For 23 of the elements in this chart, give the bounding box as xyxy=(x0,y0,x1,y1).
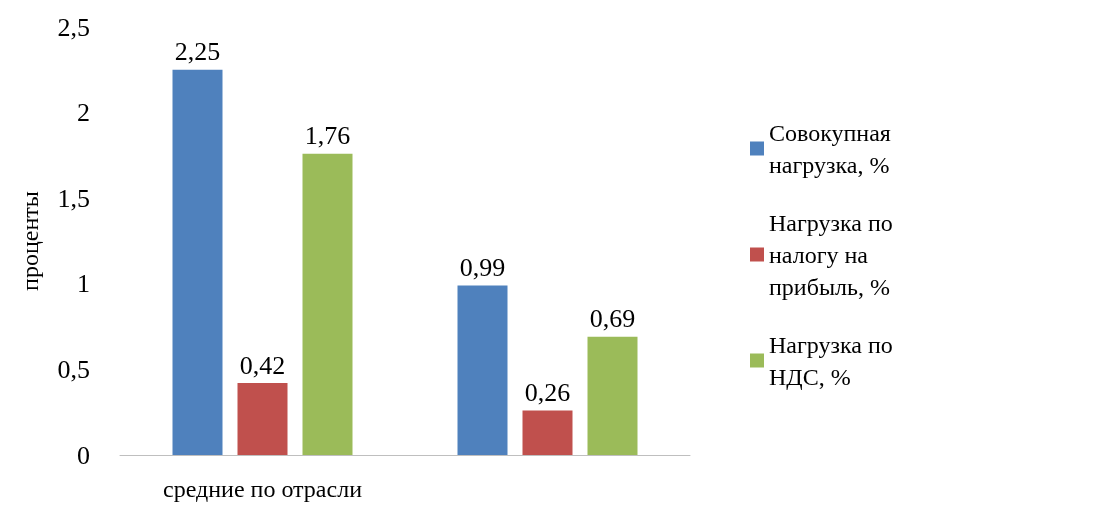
y-axis-title: проценты xyxy=(17,191,43,291)
y-tick-label: 1,5 xyxy=(57,183,90,213)
data-label: 0,26 xyxy=(524,377,571,407)
data-label: 1,76 xyxy=(304,121,351,151)
y-tick-label: 1 xyxy=(77,269,90,299)
y-tick-label: 2,5 xyxy=(57,12,90,42)
y-tick-label: 0,5 xyxy=(57,354,90,384)
bar xyxy=(522,410,573,455)
bar xyxy=(172,69,223,455)
y-tick-label: 2 xyxy=(77,98,90,128)
data-label: 0,42 xyxy=(239,350,286,380)
y-tick-label: 0 xyxy=(77,440,90,470)
bar xyxy=(302,153,353,455)
x-tick-label: средние по отрасли xyxy=(163,476,363,502)
bar xyxy=(237,383,288,455)
data-label: 0,69 xyxy=(589,304,636,334)
data-label: 2,25 xyxy=(174,37,221,67)
data-label: 0,99 xyxy=(459,253,506,283)
bar xyxy=(457,285,508,455)
bar xyxy=(587,336,638,455)
legend-label: Нагрузка по налогу на прибыль, % xyxy=(769,209,899,300)
legend-label: Совокупная нагрузка, % xyxy=(769,119,897,178)
legend-label: Нагрузка по НДС, % xyxy=(769,331,899,390)
